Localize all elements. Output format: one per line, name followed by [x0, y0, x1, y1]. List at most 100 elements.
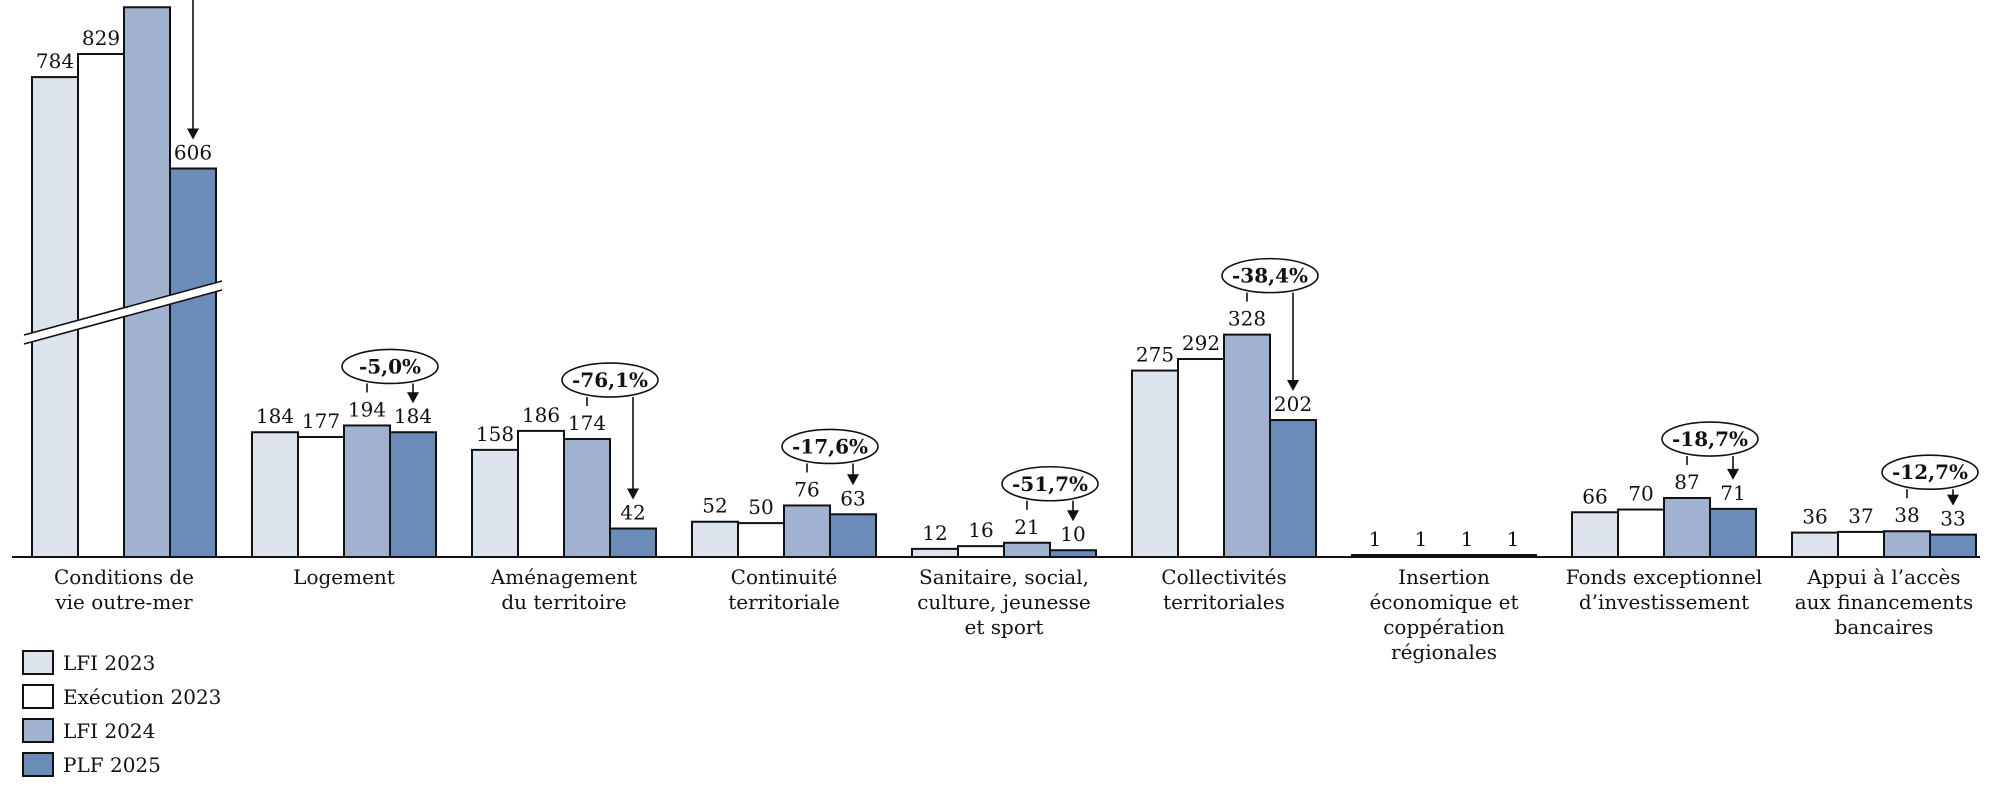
value-label: 70	[1628, 482, 1653, 506]
legend-swatch	[22, 718, 54, 743]
change-callout-oval	[781, 428, 879, 465]
category-label: Aménagement du territoire	[490, 565, 637, 614]
bar-5-series-4	[1049, 549, 1097, 558]
bar-1-series-2	[77, 52, 125, 558]
value-label: 184	[394, 404, 432, 428]
bar-5-series-1	[911, 547, 959, 559]
bar-9-series-3	[1883, 530, 1931, 559]
value-label: 50	[748, 495, 773, 519]
bar-9-series-4	[1929, 533, 1977, 558]
category-label: Continuité territoriale	[728, 565, 840, 614]
value-label: 10	[1060, 522, 1085, 546]
bars-layer	[31, 6, 1977, 559]
category-label: Fonds exceptionnel d’investissement	[1566, 565, 1763, 614]
legend-label: LFI 2023	[63, 651, 155, 675]
category-label: Conditions de vie outre-mer	[54, 565, 194, 614]
category-label: Collectivités territoriales	[1161, 565, 1286, 614]
category-label: Sanitaire, social, culture, jeunesse et sp…	[917, 565, 1091, 639]
bar-1-series-1	[31, 76, 79, 558]
legend-label: LFI 2024	[63, 719, 155, 743]
bar-8-series-2	[1617, 508, 1665, 559]
value-label: 1	[1461, 527, 1474, 551]
bar-2-series-2	[297, 435, 345, 558]
arrow-head-icon	[627, 488, 639, 500]
arrow-head-icon	[1947, 494, 1959, 506]
change-callout-oval	[1001, 465, 1099, 502]
change-label: -12,7%	[1892, 460, 1968, 484]
bar-4-series-3	[783, 504, 831, 558]
bar-2-series-1	[251, 431, 299, 558]
legend-label: PLF 2025	[63, 753, 161, 777]
arrow-head-icon	[1727, 468, 1739, 480]
value-labels-layer: 784 829 920 606 184 177 194 184 158 186 174 42 52 50 7…	[22, 0, 1966, 551]
arrow-head-icon	[847, 474, 859, 486]
value-label: 36	[1802, 505, 1827, 529]
bar-8-series-4	[1709, 507, 1757, 558]
value-label: 292	[1182, 331, 1220, 355]
value-label: 186	[522, 403, 560, 427]
value-label: 829	[82, 26, 120, 50]
value-label: 37	[1848, 504, 1873, 528]
value-label: 1	[1415, 527, 1428, 551]
change-callout-oval	[561, 362, 659, 398]
bar-1-series-3	[123, 6, 171, 558]
bar-6-series-4	[1269, 419, 1317, 558]
category-labels-layer: Conditions de vie outre-mer Logement Aménag…	[54, 565, 1973, 664]
legend: LFI 2023 Exécution 2023 LFI 2024 PLF 2025	[22, 650, 221, 777]
value-label: 202	[1274, 392, 1312, 416]
bar-6-series-2	[1177, 358, 1225, 558]
value-label: 16	[968, 518, 993, 542]
value-label: 52	[702, 494, 727, 518]
value-label: 177	[302, 409, 340, 433]
bar-4-series-1	[691, 520, 739, 559]
category-label: Appui à l’accès aux financements bancaires	[1795, 565, 1974, 639]
value-label: 63	[840, 486, 865, 510]
legend-label: Exécution 2023	[63, 685, 221, 709]
value-label: 184	[256, 404, 294, 428]
arrow-head-icon	[1287, 380, 1299, 392]
value-label: 174	[568, 411, 606, 435]
value-label: 920	[128, 0, 166, 3]
value-label: 158	[476, 422, 514, 446]
change-label: -51,7%	[1012, 472, 1088, 496]
value-label: 66	[1582, 484, 1607, 508]
change-label: -38,4%	[1232, 264, 1308, 288]
bar-3-series-3	[563, 438, 611, 559]
bar-6-series-1	[1131, 369, 1179, 558]
change-callout-oval	[341, 348, 439, 385]
bar-5-series-2	[957, 545, 1005, 558]
legend-swatch	[22, 650, 54, 675]
value-label: 1	[1369, 527, 1382, 551]
bar-4-series-4	[829, 513, 877, 559]
value-label: 33	[1940, 507, 1965, 531]
bar-2-series-3	[343, 424, 391, 558]
bar-8-series-1	[1571, 511, 1619, 559]
change-label: -76,1%	[572, 368, 648, 392]
arrow-head-icon	[407, 392, 419, 404]
value-label: 194	[348, 397, 386, 421]
bar-9-series-2	[1837, 530, 1885, 559]
bar-3-series-4	[609, 527, 657, 558]
bar-3-series-1	[471, 448, 519, 559]
value-label: 87	[1674, 470, 1699, 494]
category-label: Insertion économique et coppération régiona…	[1369, 565, 1518, 664]
value-label: 76	[794, 477, 819, 501]
bar-6-series-3	[1223, 333, 1271, 558]
value-label: 275	[1136, 343, 1174, 367]
bar-5-series-3	[1003, 541, 1051, 559]
value-label: 38	[1894, 503, 1919, 527]
value-label: 42	[620, 501, 645, 525]
axis-break-line	[23, 280, 223, 336]
value-label: 12	[922, 521, 947, 545]
bar-3-series-2	[517, 429, 565, 558]
value-label: 606	[174, 141, 212, 165]
bar-9-series-1	[1791, 531, 1839, 558]
change-callout-oval	[1881, 454, 1979, 491]
legend-swatch	[22, 752, 54, 777]
legend-swatch	[22, 684, 54, 709]
bar-8-series-3	[1663, 497, 1711, 559]
bar-4-series-2	[737, 522, 785, 558]
value-label: 71	[1720, 481, 1745, 505]
value-label: 1	[1507, 527, 1520, 551]
